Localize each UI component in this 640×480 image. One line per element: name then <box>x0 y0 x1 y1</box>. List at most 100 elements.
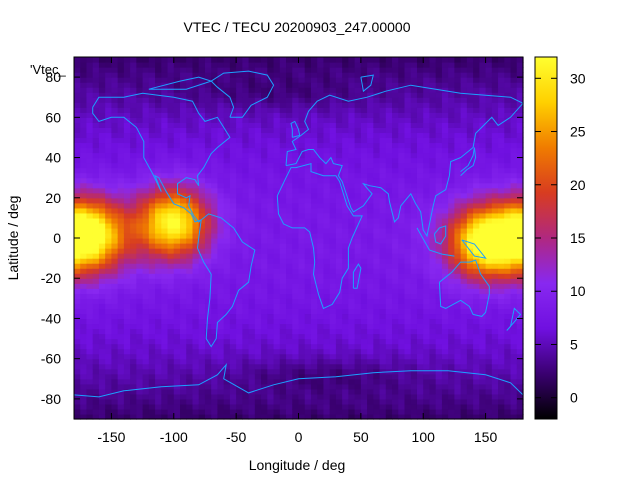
heatmap-cell <box>74 232 81 239</box>
heatmap-cell <box>198 368 206 375</box>
heatmap-cell <box>435 207 443 214</box>
heatmap-cell <box>279 182 287 189</box>
heatmap-cell <box>117 248 125 254</box>
heatmap-cell <box>504 283 512 289</box>
heatmap-cell <box>466 343 474 350</box>
heatmap-cell <box>267 217 275 224</box>
heatmap-cell <box>317 348 325 355</box>
heatmap-cell <box>217 172 225 179</box>
heatmap-cell <box>279 62 287 68</box>
heatmap-cell <box>186 278 194 284</box>
heatmap-cell <box>248 293 256 299</box>
heatmap-cell <box>111 273 119 279</box>
heatmap-cell <box>161 227 169 234</box>
heatmap-cell <box>242 112 250 118</box>
heatmap-cell <box>130 132 137 139</box>
heatmap-cell <box>304 238 312 244</box>
heatmap-cell <box>404 177 412 184</box>
heatmap-cell <box>173 142 181 149</box>
heatmap-cell <box>485 298 493 304</box>
heatmap-cell <box>148 298 156 304</box>
heatmap-cell <box>167 227 175 234</box>
heatmap-cell <box>92 87 100 93</box>
heatmap-cell <box>423 217 431 224</box>
heatmap-cell <box>298 368 306 375</box>
heatmap-cell <box>86 217 94 224</box>
heatmap-cell <box>117 263 125 269</box>
heatmap-cell <box>310 393 318 400</box>
heatmap-cell <box>223 303 231 309</box>
heatmap-cell <box>130 67 137 73</box>
heatmap-cell <box>148 107 156 113</box>
heatmap-cell <box>498 308 505 315</box>
heatmap-cell <box>211 177 219 184</box>
heatmap-cell <box>155 238 162 244</box>
heatmap-cell <box>392 147 399 154</box>
heatmap-cell <box>460 273 468 279</box>
heatmap-cell <box>342 368 349 375</box>
heatmap-cell <box>254 388 262 395</box>
heatmap-cell <box>435 157 443 164</box>
heatmap-cell <box>286 408 293 415</box>
heatmap-cell <box>236 338 243 345</box>
heatmap-cell <box>360 97 368 103</box>
heatmap-cell <box>429 288 437 294</box>
heatmap-cell <box>248 368 256 375</box>
heatmap-cell <box>204 192 212 199</box>
heatmap-cell <box>335 288 343 294</box>
heatmap-cell <box>323 107 331 113</box>
heatmap-cell <box>254 393 262 400</box>
heatmap-cell <box>173 197 181 204</box>
heatmap-cell <box>491 122 499 128</box>
heatmap-cell <box>473 363 480 370</box>
heatmap-cell <box>86 333 94 340</box>
heatmap-cell <box>448 227 456 234</box>
heatmap-cell <box>161 72 169 78</box>
heatmap-cell <box>148 378 156 385</box>
heatmap-cell <box>348 313 356 320</box>
heatmap-cell <box>479 338 487 345</box>
heatmap-cell <box>392 187 399 194</box>
heatmap-cell <box>441 293 449 299</box>
heatmap-cell <box>186 82 194 88</box>
heatmap-cell <box>479 253 487 259</box>
heatmap-cell <box>105 112 113 118</box>
heatmap-cell <box>198 162 206 169</box>
heatmap-cell <box>105 62 113 68</box>
heatmap-cell <box>466 92 474 98</box>
heatmap-cell <box>229 263 237 269</box>
heatmap-cell <box>111 338 119 345</box>
heatmap-cell <box>329 232 337 239</box>
heatmap-cell <box>279 137 287 144</box>
heatmap-cell <box>155 293 162 299</box>
heatmap-cell <box>117 127 125 134</box>
heatmap-cell <box>173 82 181 88</box>
heatmap-cell <box>167 207 175 214</box>
heatmap-cell <box>423 57 431 63</box>
heatmap-cell <box>304 102 312 108</box>
heatmap-cell <box>167 413 175 420</box>
heatmap-cell <box>304 398 312 405</box>
heatmap-cell <box>286 127 293 134</box>
heatmap-cell <box>123 373 131 380</box>
heatmap-cell <box>373 182 381 189</box>
heatmap-cell <box>310 167 318 174</box>
heatmap-cell <box>155 268 162 274</box>
heatmap-cell <box>111 152 119 159</box>
heatmap-cell <box>473 293 480 299</box>
heatmap-cell <box>392 197 399 204</box>
heatmap-cell <box>473 343 480 350</box>
heatmap-cell <box>80 117 88 123</box>
heatmap-cell <box>117 112 125 118</box>
heatmap-cell <box>323 338 331 345</box>
heatmap-cell <box>491 343 499 350</box>
heatmap-cell <box>261 97 268 103</box>
heatmap-cell <box>298 238 306 244</box>
heatmap-cell <box>180 263 187 269</box>
heatmap-cell <box>180 388 187 395</box>
heatmap-cell <box>373 253 381 259</box>
heatmap-cell <box>473 112 480 118</box>
heatmap-cell <box>354 202 362 209</box>
heatmap-cell <box>236 122 243 128</box>
heatmap-cell <box>310 107 318 113</box>
